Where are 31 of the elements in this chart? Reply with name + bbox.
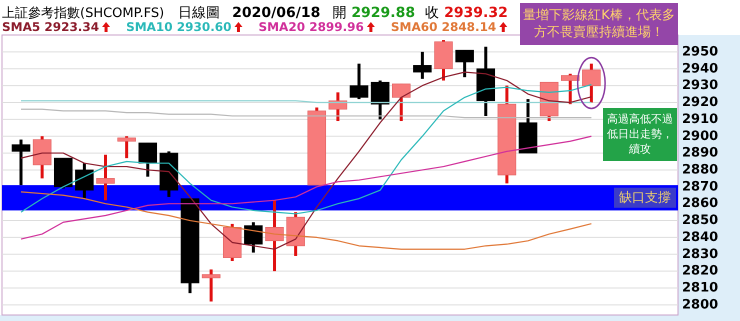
y-tick-label: 2920	[682, 95, 718, 110]
band-label: 缺口支撐	[614, 188, 676, 208]
y-tick-label: 2820	[682, 264, 718, 279]
y-tick-label: 2830	[682, 246, 718, 262]
y-tick-label: 2810	[682, 280, 718, 296]
note: 高過高低不過低日出走勢，續攻	[603, 108, 677, 161]
y-tick-label: 2890	[682, 146, 718, 161]
y-tick-label: 2900	[682, 128, 718, 144]
y-tick-label: 2950	[682, 44, 718, 60]
text: 收	[425, 5, 440, 21]
band-label: 缺口支撐	[619, 190, 671, 206]
text: SMA20 2899.96	[258, 20, 364, 34]
y-tick-label: 2850	[682, 213, 718, 228]
text: 2929.88	[351, 5, 416, 21]
text: 2939.32	[444, 5, 508, 21]
y-tick-label: 2930	[682, 78, 718, 94]
text: SMA60 2848.14	[390, 20, 496, 34]
y-tick-label: 2840	[682, 230, 718, 245]
y-tick-label: 2800	[682, 297, 718, 312]
text: SMA10 2930.60	[126, 20, 232, 34]
text: SMA5 2923.34	[2, 20, 100, 34]
y-tick-label: 2870	[682, 179, 718, 194]
y-tick-label: 2940	[682, 61, 718, 76]
y-tick-label: 2860	[682, 196, 718, 212]
chart-title: 上証參考指數(SHCOMP.FS)	[2, 6, 164, 21]
text: 開	[332, 5, 346, 21]
y-tick-label: 2880	[682, 162, 718, 178]
chart-subtitle: 日線圖	[178, 5, 220, 21]
note: 量增下影線紅K棒，代表多方不畏賣壓持續進場！	[520, 3, 678, 45]
text: 2020/06/18	[232, 5, 320, 21]
y-tick-label: 2910	[682, 112, 718, 127]
